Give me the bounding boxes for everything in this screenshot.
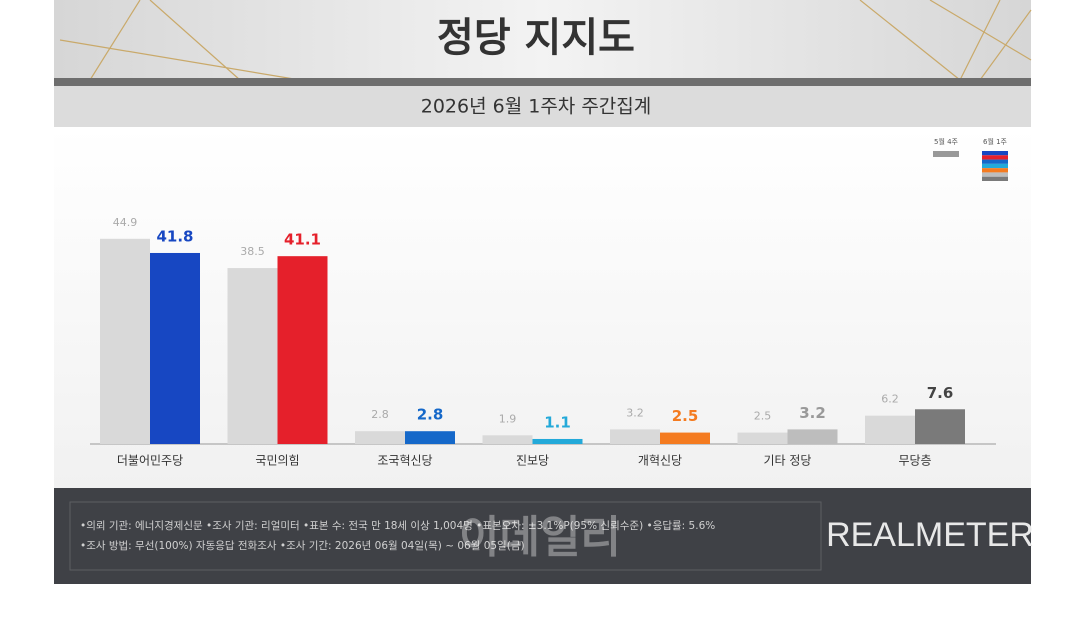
bar bbox=[660, 432, 710, 444]
x-tick-label: 진보당 bbox=[516, 454, 549, 468]
header-decoration bbox=[59, 0, 1032, 81]
footer-band bbox=[54, 488, 1031, 584]
bar bbox=[787, 429, 838, 444]
value-label: 7.6 bbox=[927, 384, 954, 402]
legend-swatch bbox=[982, 151, 1008, 156]
header-rule bbox=[54, 78, 1031, 86]
bar bbox=[737, 432, 788, 444]
legend-swatch bbox=[933, 151, 959, 157]
bar bbox=[865, 415, 915, 444]
x-tick-label: 무당층 bbox=[898, 454, 931, 468]
x-tick-label: 국민의힘 bbox=[255, 454, 299, 468]
value-label: 41.8 bbox=[156, 227, 193, 245]
subtitle-band bbox=[54, 86, 1031, 127]
legend-swatch bbox=[982, 155, 1008, 160]
legend-label: 6월 1주 bbox=[983, 137, 1008, 146]
value-label: 44.9 bbox=[113, 216, 138, 229]
legend-swatch bbox=[982, 176, 1008, 181]
value-label: 1.1 bbox=[544, 413, 571, 431]
chart-subtitle: 2026년 6월 1주차 주간집계 bbox=[421, 96, 652, 118]
value-label: 2.8 bbox=[371, 408, 389, 421]
bar bbox=[100, 238, 150, 444]
value-label: 6.2 bbox=[881, 393, 899, 406]
brand: REALMETER bbox=[826, 516, 1034, 554]
x-tick-label: 더불어민주당 bbox=[117, 454, 183, 468]
bar bbox=[150, 252, 200, 444]
footer-box bbox=[69, 501, 822, 571]
x-tick-label: 기타 정당 bbox=[764, 454, 812, 468]
value-label: 3.2 bbox=[799, 404, 826, 422]
value-label: 2.5 bbox=[672, 407, 699, 425]
watermark: 이데일리 bbox=[459, 512, 621, 563]
bar bbox=[277, 256, 328, 444]
value-label: 41.1 bbox=[284, 231, 321, 249]
value-label: 2.8 bbox=[417, 406, 444, 424]
value-label: 1.9 bbox=[499, 412, 517, 425]
footer-note: •의뢰 기관: 에너지경제신문 •조사 기관: 리얼미터 •표본 수: 전국 만… bbox=[80, 519, 715, 532]
legend-swatch bbox=[982, 168, 1008, 173]
legend-swatch bbox=[982, 172, 1008, 177]
legend-swatch bbox=[982, 163, 1008, 169]
value-label: 3.2 bbox=[626, 406, 644, 419]
bar bbox=[227, 268, 278, 444]
bar bbox=[915, 409, 965, 444]
legend-swatch bbox=[982, 159, 1008, 164]
footer-note: •조사 방법: 무선(100%) 자동응답 전화조사 •조사 기간: 2026년… bbox=[80, 539, 525, 552]
value-label: 38.5 bbox=[240, 245, 265, 258]
bar bbox=[355, 431, 405, 444]
bar bbox=[482, 435, 533, 444]
legend-label: 5월 4주 bbox=[934, 137, 959, 146]
chart-title: 정당 지지도 bbox=[437, 15, 635, 61]
x-tick-label: 개혁신당 bbox=[638, 454, 682, 468]
value-label: 2.5 bbox=[754, 410, 772, 423]
bar bbox=[405, 431, 455, 444]
bar bbox=[532, 438, 583, 444]
x-tick-label: 조국혁신당 bbox=[377, 454, 432, 468]
bar bbox=[610, 429, 660, 444]
